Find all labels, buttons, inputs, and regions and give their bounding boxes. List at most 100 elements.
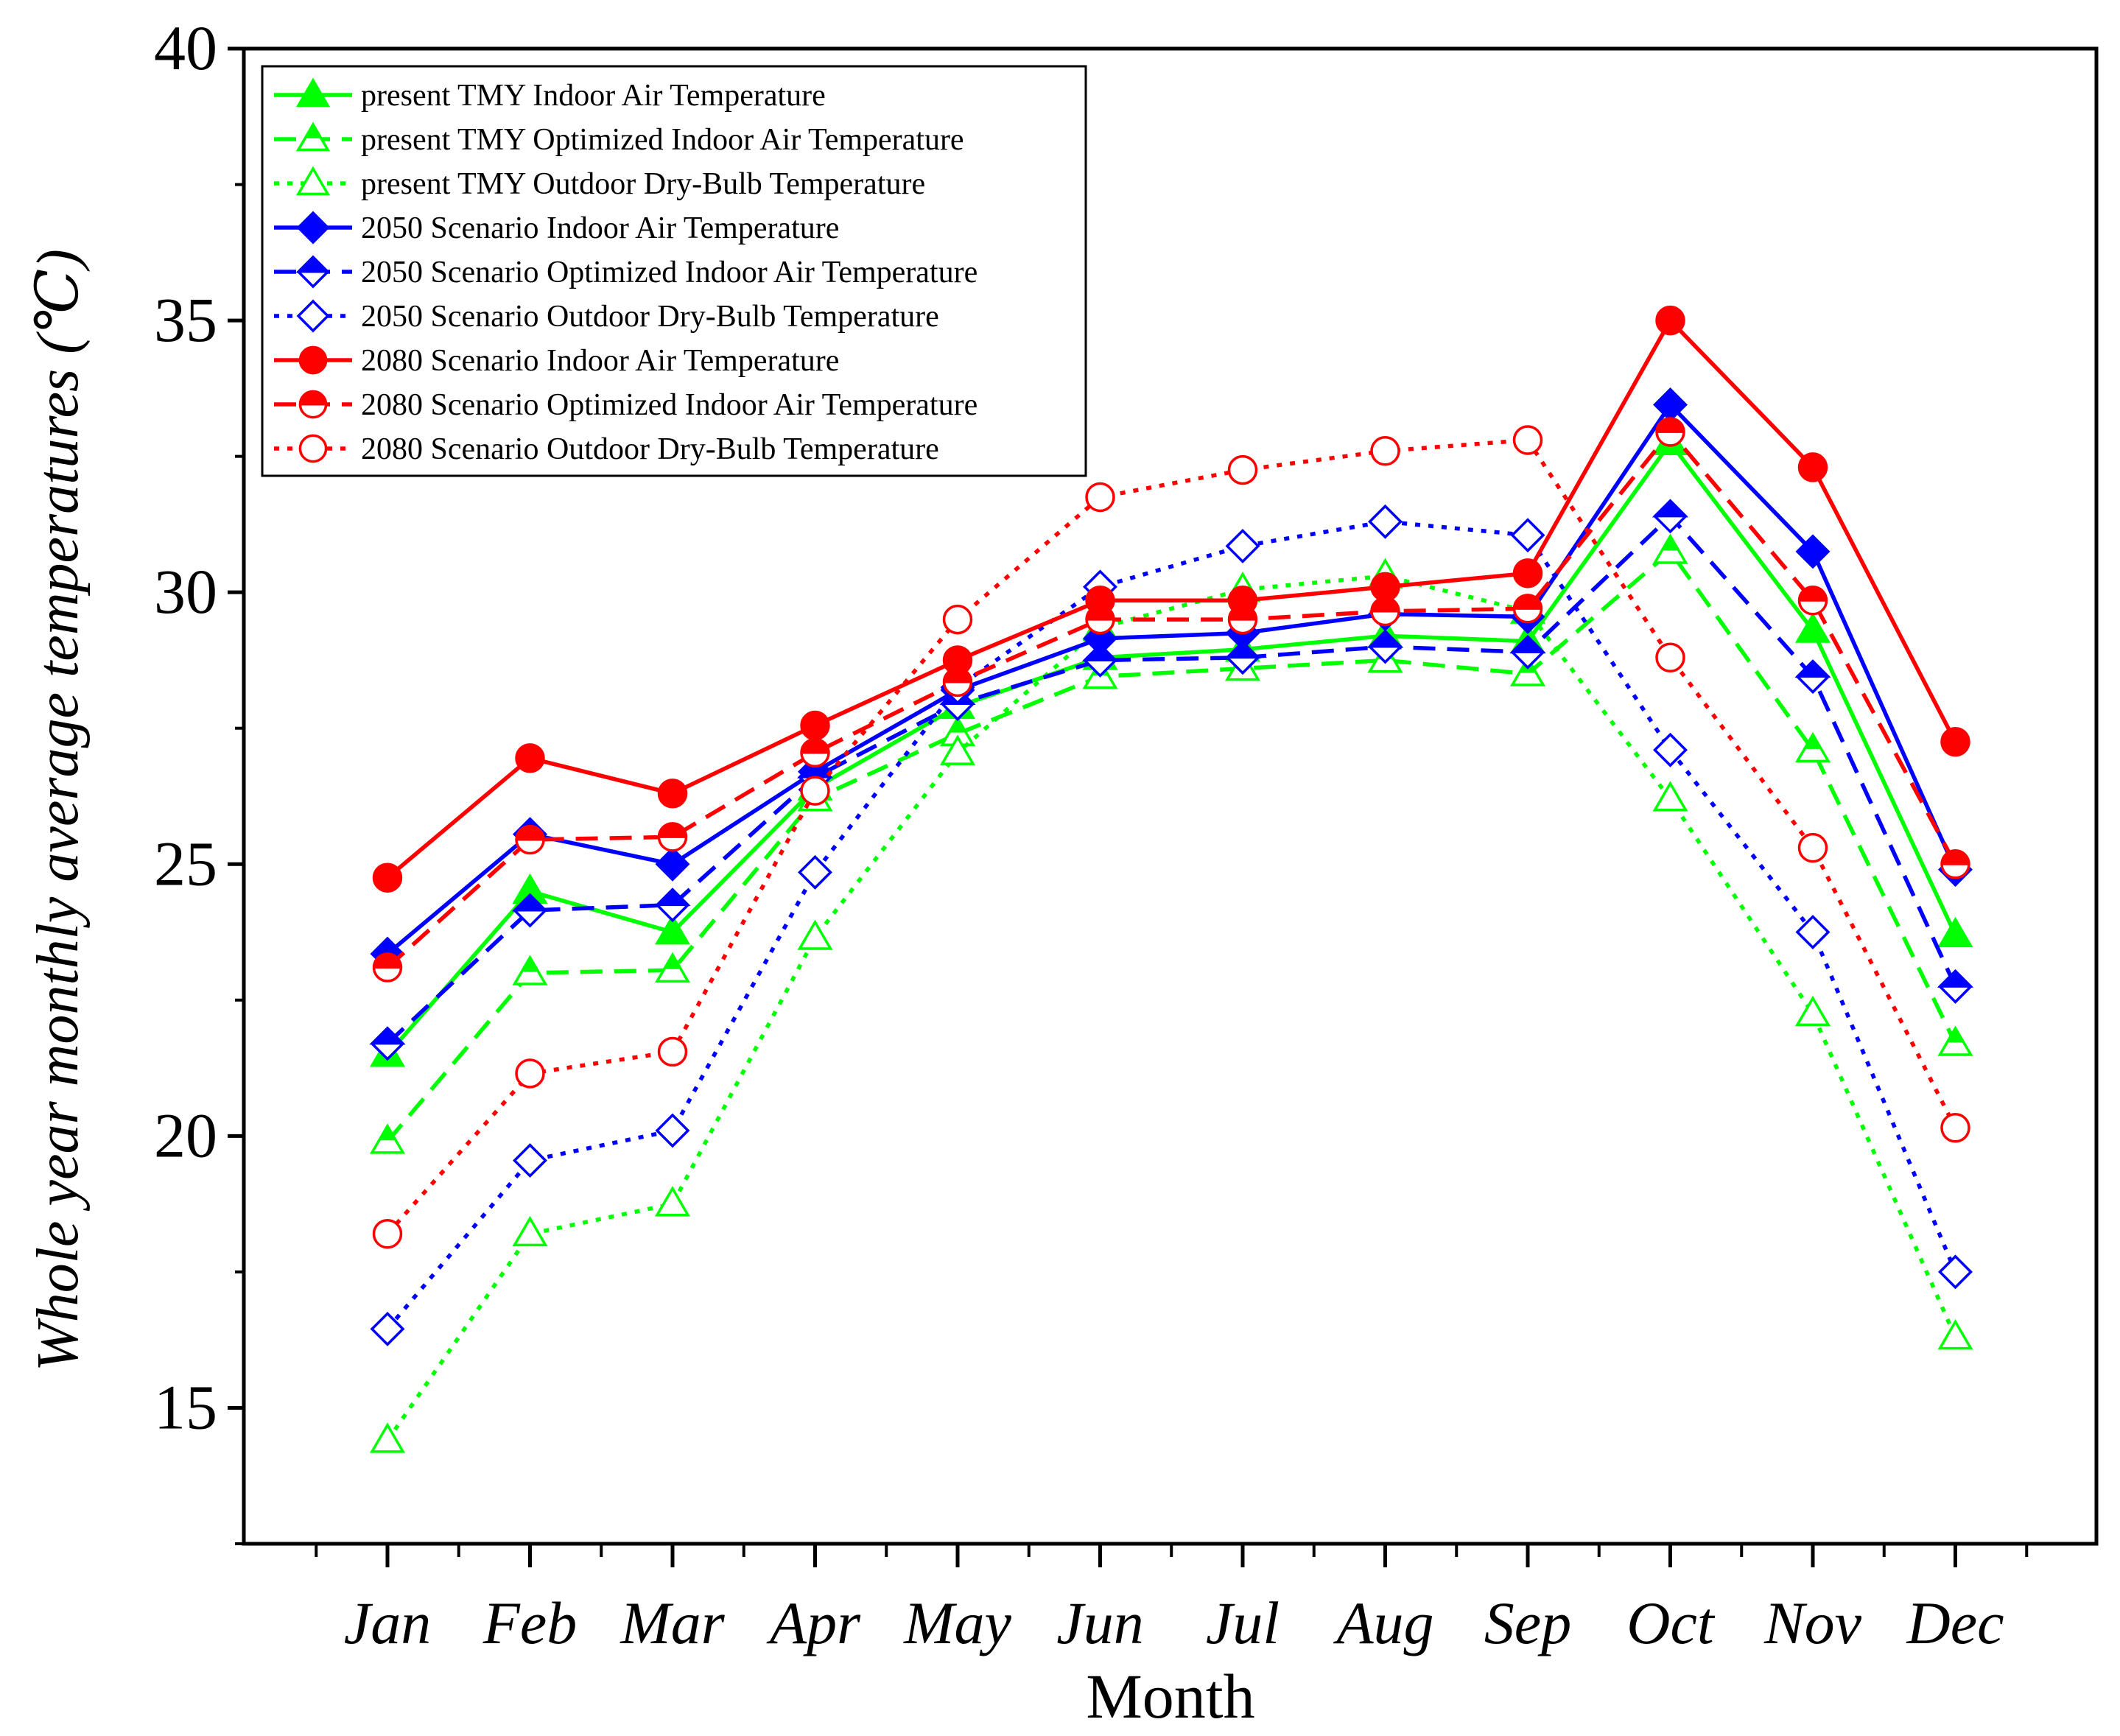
x-tick-label: May	[903, 1589, 1011, 1656]
x-tick-label: Oct	[1626, 1589, 1716, 1656]
legend-marker	[295, 166, 331, 196]
x-tick-label: Jun	[1056, 1589, 1143, 1656]
data-point	[1794, 995, 1831, 1027]
data-point-fill	[1798, 586, 1828, 602]
legend-item: 2050 Scenario Optimized Indoor Air Tempe…	[274, 255, 977, 289]
data-point	[1797, 832, 1828, 863]
legend-label: 2050 Scenario Outdoor Dry-Bulb Temperatu…	[361, 300, 939, 334]
data-point-fill	[1509, 635, 1546, 653]
data-point-fill	[1366, 629, 1404, 648]
data-point-fill	[1937, 969, 1974, 988]
series-line	[385, 519, 1958, 1331]
legend-item: 2080 Scenario Outdoor Dry-Bulb Temperatu…	[274, 432, 939, 466]
x-tick-label: Jan	[344, 1589, 431, 1656]
data-point-fill	[654, 888, 691, 907]
data-point-fill	[1940, 849, 1970, 865]
data-point-fill	[947, 716, 968, 733]
data-point	[1370, 436, 1400, 466]
series-line	[386, 318, 1957, 879]
series-3	[369, 558, 1973, 1453]
legend-item: 2050 Scenario Outdoor Dry-Bulb Temperatu…	[274, 299, 939, 334]
data-point	[1795, 915, 1831, 950]
data-point	[939, 734, 976, 765]
data-point	[655, 846, 690, 882]
data-point-fill	[1803, 732, 1823, 749]
data-point	[800, 710, 830, 741]
series-line	[386, 402, 1958, 956]
legend-marker	[295, 77, 331, 108]
data-point	[800, 776, 830, 806]
series-line	[385, 549, 1957, 1143]
legend-marker-fill	[298, 390, 328, 406]
data-point-fill	[1652, 499, 1689, 518]
data-point-fill	[943, 667, 972, 683]
data-point	[1368, 504, 1403, 539]
data-point	[657, 779, 688, 809]
series-line	[386, 429, 1957, 969]
data-point-fill	[520, 955, 540, 972]
series-7	[372, 305, 1970, 893]
x-tick-label: Aug	[1333, 1589, 1433, 1656]
x-axis-title: Month	[1086, 1661, 1254, 1732]
series-line	[386, 514, 1957, 1045]
y-axis-title: Whole year monthly average temperatures …	[26, 249, 91, 1371]
legend-item: 2050 Scenario Indoor Air Temperature	[274, 211, 839, 245]
plot-series	[369, 305, 1974, 1453]
data-point	[657, 1036, 688, 1067]
data-point	[654, 914, 691, 945]
series-8	[372, 417, 1970, 983]
data-point	[942, 604, 973, 635]
data-point	[797, 919, 833, 950]
data-point-fill	[1794, 659, 1831, 678]
data-point	[1794, 612, 1831, 643]
data-point	[372, 1219, 403, 1249]
legend-label: 2080 Scenario Outdoor Dry-Bulb Temperatu…	[361, 432, 939, 466]
data-point-fill	[1085, 605, 1115, 621]
x-tick-label: Nov	[1763, 1589, 1862, 1656]
data-point	[369, 1422, 406, 1453]
data-point	[370, 1311, 405, 1346]
x-tick-label: Jul	[1206, 1589, 1280, 1656]
y-tick-label: 25	[154, 828, 217, 899]
y-tick-label: 35	[154, 284, 217, 355]
series-line	[385, 574, 1958, 1442]
data-point-fill	[515, 825, 545, 841]
data-point	[513, 1143, 547, 1178]
legend-label: present TMY Optimized Indoor Air Tempera…	[361, 123, 964, 157]
legend-box	[261, 65, 1087, 477]
legend-label: present TMY Indoor Air Temperature	[361, 79, 826, 113]
data-point	[1225, 528, 1260, 563]
legend-marker-fill	[295, 255, 331, 273]
data-point	[655, 1113, 690, 1148]
data-point	[1652, 781, 1688, 812]
legend-marker	[296, 211, 330, 245]
data-point	[1797, 452, 1828, 482]
legend-label: 2050 Scenario Indoor Air Temperature	[361, 211, 839, 245]
x-tick-label: Mar	[619, 1589, 725, 1656]
data-point	[654, 1186, 691, 1217]
data-point	[1655, 642, 1685, 672]
data-point-fill	[1655, 417, 1685, 433]
data-point-fill	[373, 952, 402, 969]
data-point-fill	[1945, 1025, 1965, 1043]
data-point	[1085, 482, 1115, 513]
data-point-fill	[662, 952, 683, 969]
series-1	[369, 424, 1973, 1067]
legend-item: present TMY Outdoor Dry-Bulb Temperature	[274, 166, 925, 201]
data-point	[1227, 454, 1258, 485]
data-point	[798, 854, 832, 890]
series-line	[385, 440, 1957, 1056]
data-point	[372, 862, 403, 893]
data-point	[515, 743, 545, 773]
data-point	[1512, 425, 1543, 455]
data-point-fill	[1224, 640, 1261, 659]
legend-label: present TMY Outdoor Dry-Bulb Temperature	[361, 167, 925, 201]
data-point	[512, 1215, 548, 1247]
data-point-fill	[658, 822, 687, 838]
data-point	[1937, 1319, 1973, 1350]
x-tick-label: Sep	[1484, 1589, 1571, 1656]
legend-item: 2080 Scenario Indoor Air Temperature	[274, 344, 839, 378]
data-point-fill	[377, 1123, 398, 1141]
